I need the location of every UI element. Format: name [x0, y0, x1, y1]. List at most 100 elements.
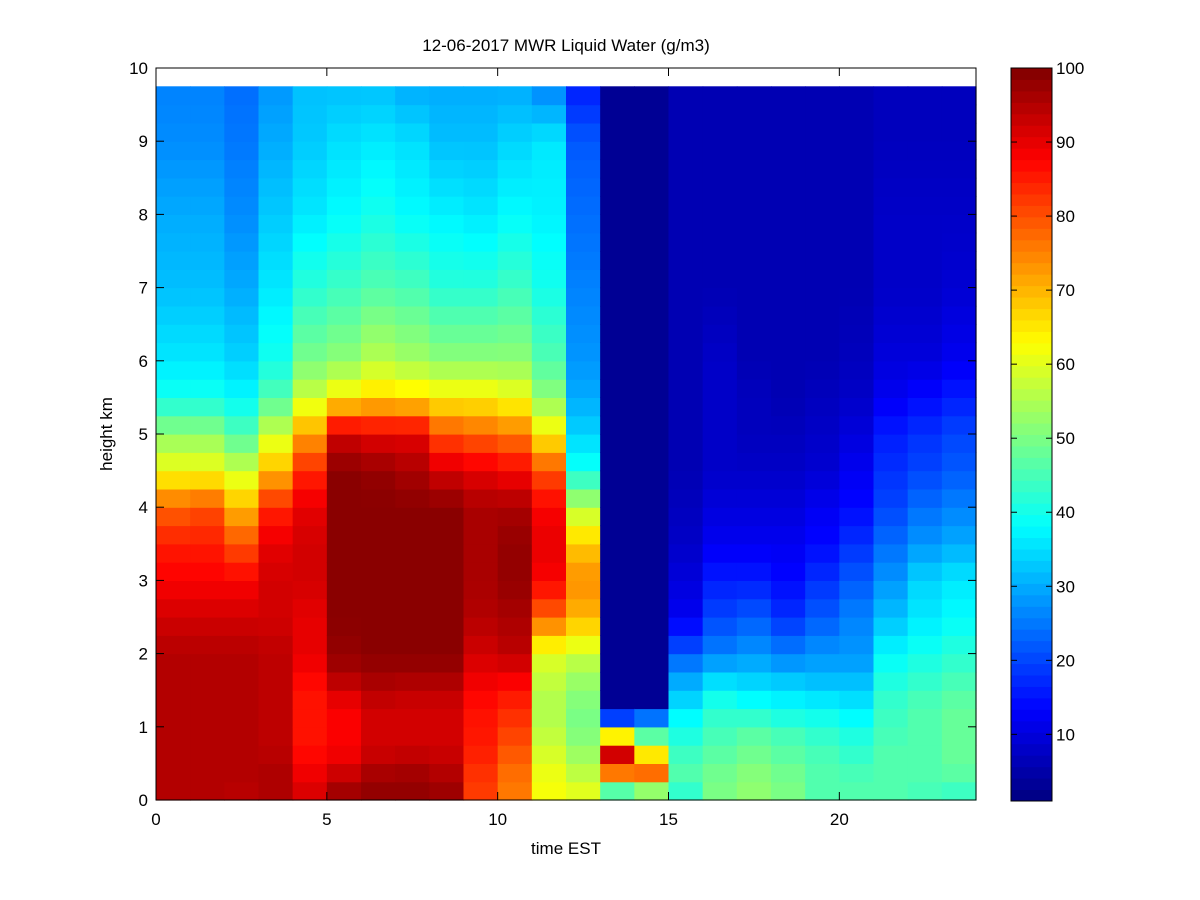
heatmap-cell	[941, 269, 977, 289]
heatmap-cell	[668, 690, 704, 710]
heatmap-cell	[531, 287, 567, 307]
heatmap-cell	[668, 434, 704, 453]
heatmap-cell	[634, 104, 670, 124]
heatmap-cell	[156, 177, 191, 197]
heatmap-cell	[326, 251, 362, 270]
heatmap-cell	[497, 232, 533, 252]
heatmap-cell	[771, 415, 806, 435]
heatmap-cell	[292, 745, 328, 764]
heatmap-cell	[600, 342, 635, 362]
colorbar-tick-label: 60	[1056, 355, 1075, 374]
heatmap-cell	[805, 214, 840, 234]
heatmap-cell	[190, 232, 225, 252]
colorbar-segment	[1011, 285, 1052, 298]
heatmap-cell	[224, 617, 260, 636]
heatmap-cell	[190, 269, 225, 289]
heatmap-cell	[873, 177, 909, 197]
heatmap-cell	[668, 708, 704, 728]
heatmap-cell	[941, 726, 977, 746]
heatmap-cell	[805, 415, 840, 435]
heatmap-cell	[566, 781, 601, 801]
heatmap-cell	[771, 452, 806, 472]
heatmap-cell	[361, 141, 396, 161]
heatmap-cell	[463, 745, 499, 764]
heatmap-cell	[634, 141, 670, 161]
heatmap-cell	[839, 305, 875, 325]
heatmap-cell	[736, 122, 772, 142]
heatmap-cell	[326, 690, 362, 710]
heatmap-cell	[156, 781, 191, 801]
heatmap-cell	[600, 397, 635, 417]
heatmap-cell	[224, 470, 260, 490]
heatmap-cell	[395, 141, 430, 161]
heatmap-cell	[805, 507, 840, 527]
colorbar-segment	[1011, 228, 1052, 241]
heatmap-cell	[736, 580, 772, 600]
heatmap-cell	[224, 525, 260, 545]
heatmap-cell	[907, 507, 943, 527]
heatmap-cell	[566, 763, 601, 783]
heatmap-cell	[156, 397, 191, 417]
heatmap-cell	[702, 726, 738, 746]
heatmap-cell	[907, 635, 943, 655]
heatmap-cell	[497, 726, 533, 746]
heatmap-cell	[258, 415, 294, 435]
heatmap-cell	[805, 562, 840, 581]
heatmap-cell	[395, 470, 430, 490]
heatmap-cell	[531, 104, 567, 124]
heatmap-cell	[463, 122, 499, 142]
heatmap-cell	[463, 177, 499, 197]
heatmap-cell	[190, 196, 225, 215]
heatmap-cell	[668, 580, 704, 600]
colorbar-segment	[1011, 434, 1052, 447]
heatmap-cell	[497, 452, 533, 472]
heatmap-cell	[190, 562, 225, 581]
heatmap-cell	[497, 690, 533, 710]
heatmap-cell	[463, 507, 499, 527]
heatmap-cell	[292, 305, 328, 325]
heatmap-cell	[702, 525, 738, 545]
heatmap-cell	[190, 653, 225, 673]
heatmap-cell	[224, 635, 260, 655]
heatmap-cell	[702, 617, 738, 636]
heatmap-cell	[668, 104, 704, 124]
heatmap-cell	[771, 86, 806, 106]
heatmap-cell	[839, 159, 875, 179]
heatmap-cell	[156, 360, 191, 380]
heatmap-cell	[566, 122, 601, 142]
heatmap-cell	[156, 598, 191, 618]
heatmap-cell	[873, 470, 909, 490]
heatmap-cell	[600, 232, 635, 252]
heatmap-cell	[805, 653, 840, 673]
heatmap-cell	[395, 287, 430, 307]
heatmap-cell	[839, 653, 875, 673]
heatmap-cell	[702, 781, 738, 801]
heatmap-cell	[771, 763, 806, 783]
heatmap-cell	[736, 214, 772, 234]
heatmap-cell	[190, 159, 225, 179]
heatmap-cell	[258, 434, 294, 453]
heatmap-cell	[190, 763, 225, 783]
heatmap-cell	[771, 214, 806, 234]
heatmap-cell	[805, 397, 840, 417]
heatmap-cell	[292, 671, 328, 691]
heatmap-cell	[839, 251, 875, 270]
heatmap-cell	[805, 86, 840, 106]
heatmap-cell	[361, 196, 396, 215]
heatmap-cell	[634, 360, 670, 380]
heatmap-cell	[190, 141, 225, 161]
heatmap-cell	[941, 251, 977, 270]
heatmap-cell	[668, 452, 704, 472]
colorbar-segment	[1011, 686, 1052, 699]
heatmap-cell	[634, 635, 670, 655]
heatmap-cell	[258, 763, 294, 783]
heatmap-cell	[156, 525, 191, 545]
heatmap-cell	[839, 269, 875, 289]
heatmap-cell	[292, 653, 328, 673]
heatmap-cell	[907, 177, 943, 197]
colorbar-segment	[1011, 755, 1052, 768]
heatmap-cell	[839, 763, 875, 783]
heatmap-cell	[941, 141, 977, 161]
heatmap-cell	[463, 324, 499, 344]
heatmap-cell	[634, 690, 670, 710]
